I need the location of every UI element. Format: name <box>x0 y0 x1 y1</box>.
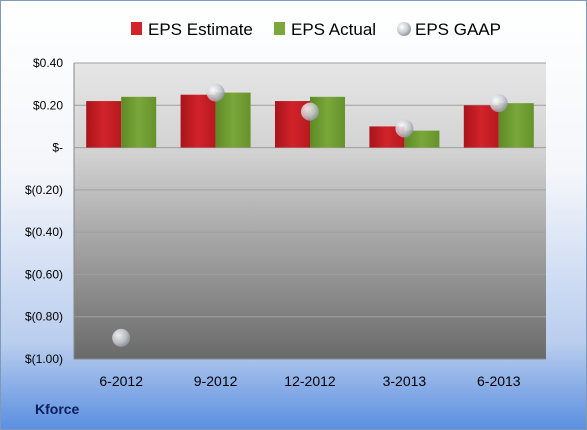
y-tick-label: $(1.00) <box>25 352 63 366</box>
bar-eps-actual <box>215 92 251 148</box>
bar-eps-actual <box>121 96 157 148</box>
y-tick-label: $- <box>52 141 63 155</box>
point-eps-gaap <box>395 119 414 138</box>
legend-swatch <box>274 22 285 35</box>
x-category-label: 9-2012 <box>194 373 238 389</box>
bar-eps-actual <box>498 103 534 148</box>
y-tick-label: $(0.60) <box>25 267 63 281</box>
point-eps-gaap <box>206 83 225 102</box>
point-eps-gaap <box>112 328 131 347</box>
bar-eps-estimate <box>180 94 216 148</box>
x-category-label: 6-2013 <box>477 373 521 389</box>
point-eps-gaap <box>301 102 319 121</box>
x-category-label: 3-2013 <box>383 373 427 389</box>
y-tick-label: $0.20 <box>33 98 63 112</box>
y-tick-label: $(0.80) <box>25 310 63 324</box>
x-category-label: 6-2012 <box>99 373 143 389</box>
legend-label: EPS Estimate <box>148 20 253 39</box>
legend-label: EPS Actual <box>291 20 376 39</box>
legend-label: EPS GAAP <box>415 20 501 39</box>
bar-eps-estimate <box>86 101 122 148</box>
company-label: Kforce <box>35 401 80 417</box>
y-tick-label: $(0.20) <box>25 183 63 197</box>
y-tick-label: $(0.40) <box>25 225 63 239</box>
point-eps-gaap <box>489 94 508 113</box>
y-tick-label: $0.40 <box>33 56 63 70</box>
bar-eps-estimate <box>463 105 499 148</box>
legend-swatch <box>131 22 142 35</box>
bar-eps-actual <box>404 130 440 148</box>
bar-eps-estimate <box>369 126 405 148</box>
x-category-label: 12-2012 <box>284 373 336 389</box>
legend-swatch <box>397 22 411 36</box>
